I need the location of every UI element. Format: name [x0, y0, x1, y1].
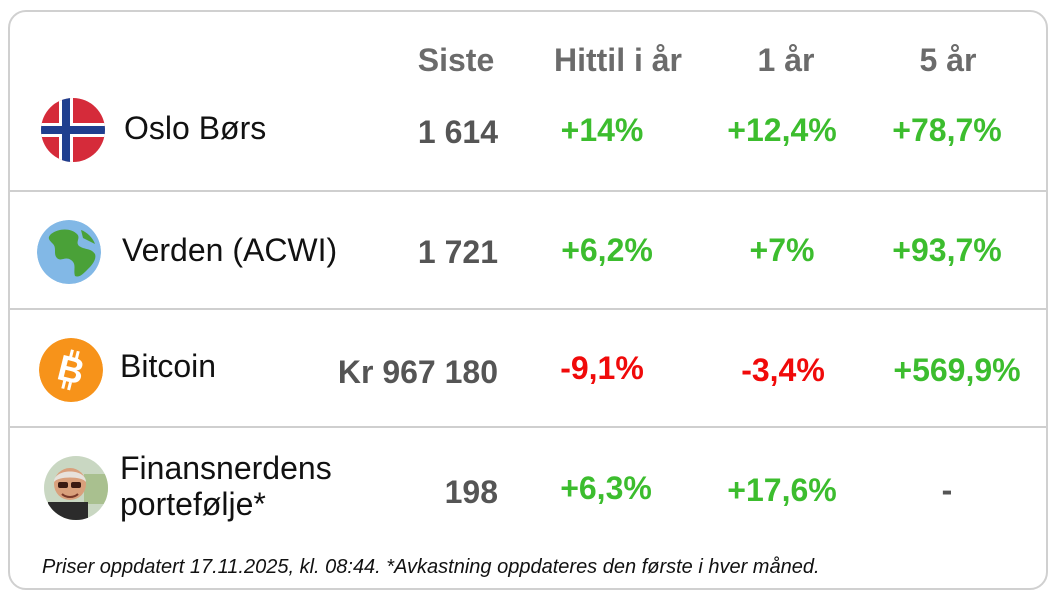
- row-last-bitcoin: Kr 967 180: [337, 354, 498, 390]
- market-overview-card: Siste Hittil i år 1 år 5 år Oslo Børs 1 …: [8, 10, 1048, 590]
- footer-note: Priser oppdatert 17.11.2025, kl. 08:44. …: [42, 556, 820, 578]
- row-last-oslo-bors: 1 614: [417, 114, 498, 150]
- row-ytd-finansnerdens: +6,3%: [560, 470, 652, 506]
- row-divider: [10, 308, 1046, 310]
- row-name-line1: Finansnerdens: [120, 450, 332, 486]
- row-one-year-finansnerdens: +17,6%: [727, 472, 837, 508]
- header-last: Siste: [417, 42, 495, 78]
- row-ytd-oslo-bors: +14%: [560, 112, 644, 148]
- row-one-year-bitcoin: -3,4%: [741, 352, 825, 388]
- row-divider: [10, 190, 1046, 192]
- row-one-year-verden: +7%: [749, 232, 815, 268]
- row-one-year-oslo-bors: +12,4%: [727, 112, 837, 148]
- header-one-year: 1 år: [757, 42, 815, 78]
- row-last-verden: 1 721: [417, 234, 498, 270]
- bitcoin-icon: B: [39, 338, 103, 402]
- row-five-years-bitcoin: +569,9%: [893, 352, 1021, 388]
- row-five-years-verden: +93,7%: [892, 232, 1002, 268]
- row-five-years-oslo-bors: +78,7%: [892, 112, 1002, 148]
- row-ytd-bitcoin: -9,1%: [560, 350, 644, 386]
- row-name-line2: portefølje*: [120, 486, 266, 522]
- row-ytd-verden: +6,2%: [561, 232, 653, 268]
- row-name-finansnerdens: Finansnerdens portefølje*: [120, 450, 332, 522]
- header-five-years: 5 år: [919, 42, 977, 78]
- row-name-bitcoin: Bitcoin: [120, 348, 217, 384]
- row-last-finansnerdens: 198: [444, 474, 498, 510]
- globe-icon: [37, 220, 101, 284]
- avatar-icon: [44, 456, 108, 520]
- row-five-years-finansnerdens: -: [941, 472, 953, 508]
- norway-flag-icon: [41, 98, 105, 162]
- row-name-verden: Verden (ACWI): [122, 232, 338, 268]
- row-divider: [10, 426, 1046, 428]
- header-ytd: Hittil i år: [553, 42, 683, 78]
- row-name-oslo-bors: Oslo Børs: [124, 110, 267, 146]
